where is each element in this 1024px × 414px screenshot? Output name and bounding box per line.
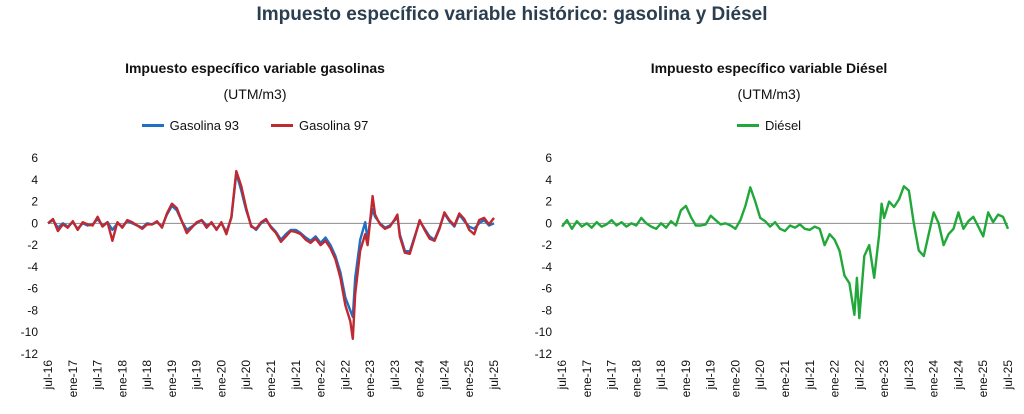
- x-tick-label: jul-19: [704, 360, 718, 391]
- legend-item: Gasolina 93: [141, 118, 239, 133]
- x-tick-label: jul-20: [753, 360, 767, 391]
- x-tick-label: jul-25: [487, 360, 501, 391]
- x-tick-label: ene-22: [828, 360, 842, 398]
- chart-subtitle: (UTM/m3): [223, 86, 287, 102]
- y-tick-label: -8: [541, 303, 552, 317]
- x-tick-label: ene-22: [314, 360, 328, 398]
- x-tick-label: jul-23: [902, 360, 916, 391]
- y-tick-label: 2: [31, 195, 38, 209]
- y-tick-label: -12: [535, 347, 553, 361]
- legend: Gasolina 93 Gasolina 97: [0, 118, 510, 133]
- legend-swatch: [271, 124, 293, 127]
- y-tick-label: -8: [27, 303, 38, 317]
- y-tick-label: 4: [545, 173, 552, 187]
- legend-label: Gasolina 93: [169, 118, 239, 133]
- legend-item: Gasolina 97: [271, 118, 368, 133]
- x-tick-label: jul-18: [654, 360, 668, 391]
- y-tick-label: -6: [541, 282, 552, 296]
- x-tick-label: ene-21: [778, 360, 792, 398]
- x-tick-label: ene-17: [66, 360, 80, 398]
- x-tick-label: jul-18: [140, 360, 154, 391]
- x-tick-label: jul-22: [338, 360, 352, 391]
- chart-title: Impuesto específico variable gasolinas: [125, 60, 385, 76]
- y-tick-label: -12: [21, 347, 39, 361]
- x-tick-label: jul-17: [605, 360, 619, 391]
- x-tick-label: ene-23: [877, 360, 891, 398]
- y-tick-label: 2: [545, 195, 552, 209]
- y-tick-label: 0: [545, 216, 552, 230]
- y-tick-label: -10: [535, 325, 553, 339]
- x-tick-label: ene-23: [363, 360, 377, 398]
- y-tick-label: 0: [31, 216, 38, 230]
- y-tick-label: -2: [27, 238, 38, 252]
- x-tick-label: jul-23: [388, 360, 402, 391]
- y-tick-label: -2: [541, 238, 552, 252]
- x-tick-label: jul-17: [91, 360, 105, 391]
- legend-label: Diésel: [764, 118, 802, 133]
- y-tick-label: 4: [31, 173, 38, 187]
- x-tick-label: ene-21: [264, 360, 278, 398]
- x-tick-label: jul-22: [852, 360, 866, 391]
- x-tick-label: ene-17: [580, 360, 594, 398]
- x-tick-label: ene-18: [629, 360, 643, 398]
- x-tick-label: jul-16: [41, 360, 55, 391]
- page-title: Impuesto específico variable histórico: …: [256, 4, 768, 25]
- chart-panel-diesel: Impuesto específico variable Diésel (UTM…: [514, 52, 1024, 414]
- x-tick-label: jul-16: [555, 360, 569, 391]
- y-tick-label: 6: [545, 151, 552, 165]
- x-tick-label: ene-19: [165, 360, 179, 398]
- x-tick-label: ene-25: [462, 360, 476, 398]
- legend-item: Diésel: [736, 118, 802, 133]
- y-tick-label: -10: [21, 325, 39, 339]
- x-tick-label: ene-24: [927, 360, 941, 398]
- y-tick-label: -6: [27, 282, 38, 296]
- chart-subtitle: (UTM/m3): [737, 86, 801, 102]
- legend-swatch: [141, 124, 164, 127]
- y-tick-label: 6: [31, 151, 38, 165]
- x-tick-label: ene-20: [214, 360, 228, 398]
- series-line: [47, 169, 495, 340]
- chart-panel-gasolinas: Impuesto específico variable gasolinas (…: [0, 52, 510, 414]
- legend-label: Gasolina 97: [299, 118, 369, 133]
- y-tick-label: -4: [541, 260, 552, 274]
- series-line: [47, 172, 495, 319]
- x-tick-label: ene-25: [976, 360, 990, 398]
- series-line: [561, 185, 1010, 320]
- x-tick-label: ene-24: [413, 360, 427, 398]
- chart-title: Impuesto específico variable Diésel: [650, 60, 888, 76]
- legend: Diésel: [514, 118, 1024, 133]
- x-tick-label: ene-19: [679, 360, 693, 398]
- x-tick-label: jul-21: [289, 360, 303, 391]
- x-tick-label: ene-20: [728, 360, 742, 398]
- x-tick-label: jul-24: [951, 360, 965, 391]
- x-tick-label: jul-25: [1001, 360, 1015, 391]
- legend-swatch: [736, 124, 759, 127]
- x-tick-label: jul-21: [803, 360, 817, 391]
- y-tick-label: -4: [27, 260, 38, 274]
- x-tick-label: ene-18: [115, 360, 129, 398]
- x-tick-label: jul-20: [239, 360, 253, 391]
- x-tick-label: jul-19: [190, 360, 204, 391]
- x-tick-label: jul-24: [437, 360, 451, 391]
